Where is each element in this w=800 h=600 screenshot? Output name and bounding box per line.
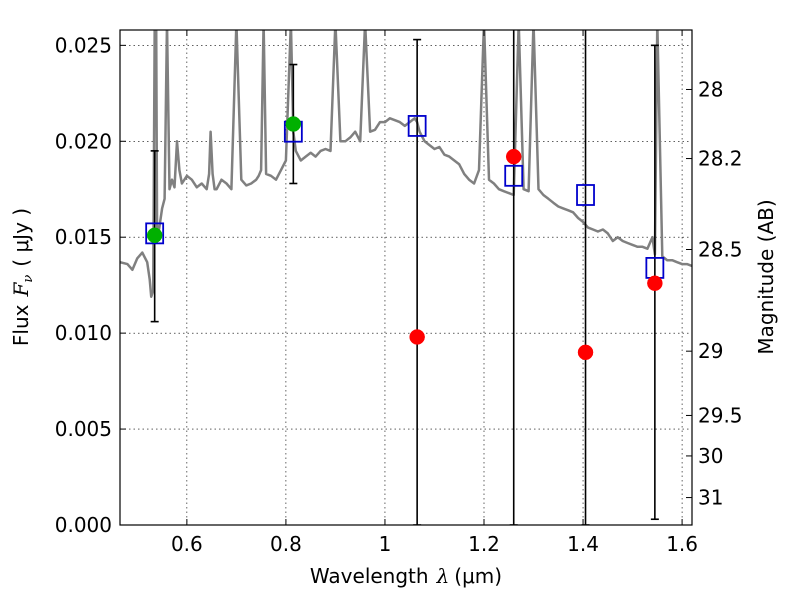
right-tick-label: 29.5: [698, 403, 743, 427]
y-axis-label: FluxFν( μJy ): [9, 208, 36, 346]
x-tick-label: 0.8: [270, 532, 302, 556]
detection-point: [285, 116, 302, 132]
right-tick-label: 28.5: [698, 237, 743, 261]
y-tick-label: 0.020: [55, 129, 112, 153]
x-tick-label: 1.2: [468, 532, 500, 556]
model-spectrum-layer: [120, 30, 692, 298]
grid-lines: [120, 30, 692, 526]
model-band-square: [145, 222, 165, 245]
ticks-layer: 0.6 0.8 1 1.2 1.4 1.6 0.000 0.005 0.010 0.015 0.02…: [55, 30, 743, 556]
right-y-axis-label: Magnitude (AB): [754, 199, 778, 354]
y-tick-label: 0.005: [55, 417, 112, 441]
upper-limit-point: [647, 275, 663, 292]
y-tick-label: 0.000: [55, 513, 112, 537]
right-tick-label: 29: [698, 339, 723, 363]
upper-limit-point: [409, 329, 425, 345]
plot-frame: [119, 29, 693, 526]
right-tick-label: 28: [698, 77, 723, 101]
x-axis-label: Wavelength λ (μm): [310, 564, 502, 588]
upper-limit-point: [505, 148, 522, 165]
y-tick-label: 0.025: [55, 33, 112, 57]
model-band-square: [576, 184, 595, 206]
right-tick-label: 30: [698, 444, 723, 468]
upper-limit-point: [577, 344, 594, 361]
x-tick-label: 1: [379, 532, 392, 556]
model-band-square: [407, 115, 427, 137]
markers-layer: [145, 115, 665, 361]
right-tick-label: 31: [698, 486, 723, 510]
model-band-square: [504, 164, 524, 187]
x-tick-label: 1.4: [567, 532, 599, 556]
model-spectrum-line: [120, 30, 692, 298]
error-bars-layer: [150, 30, 659, 525]
x-tick-label: 1.6: [666, 532, 698, 556]
y-tick-label: 0.015: [55, 225, 112, 249]
right-tick-label: 28.2: [698, 147, 743, 171]
detection-point: [146, 227, 163, 244]
x-tick-label: 0.6: [171, 532, 203, 556]
y-tick-label: 0.010: [55, 321, 112, 345]
